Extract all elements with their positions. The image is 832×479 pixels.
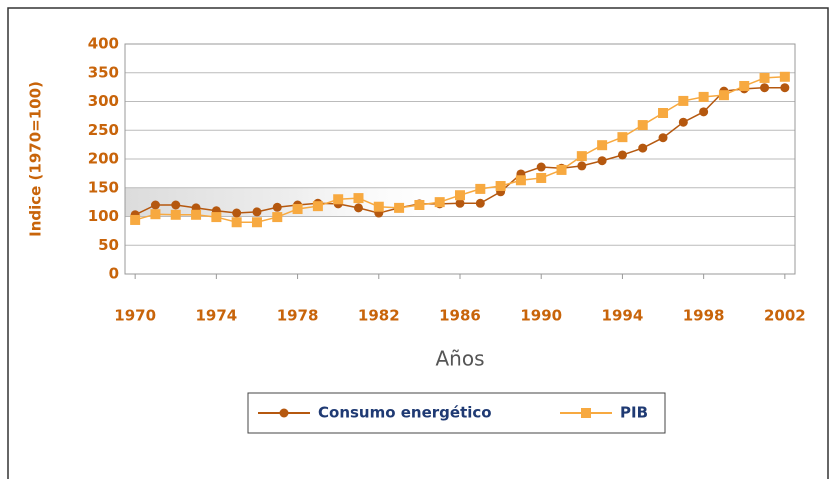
x-tick-label: 1986 (439, 307, 481, 325)
y-axis-label: Indice (1970=100) (27, 81, 45, 237)
marker (292, 204, 303, 215)
marker (191, 209, 202, 220)
y-tick-label: 250 (88, 121, 119, 139)
marker (252, 207, 262, 217)
marker (536, 162, 546, 172)
marker (455, 198, 465, 208)
marker (597, 140, 608, 151)
marker (678, 95, 689, 106)
marker (150, 209, 161, 220)
marker (576, 151, 587, 162)
marker (536, 172, 547, 183)
marker (455, 190, 465, 201)
marker (272, 212, 283, 223)
marker (171, 200, 181, 210)
marker (414, 200, 425, 210)
x-axis-label: Años (435, 347, 484, 371)
y-tick-label: 0 (109, 265, 119, 283)
marker (739, 80, 750, 91)
marker (434, 197, 445, 208)
marker (495, 181, 506, 192)
marker (760, 83, 770, 93)
marker (394, 202, 405, 213)
marker (718, 90, 729, 101)
marker (577, 161, 587, 171)
marker (759, 72, 770, 83)
legend-label: Consumo energético (318, 404, 492, 422)
marker (658, 133, 668, 143)
x-tick-label: 1994 (602, 307, 644, 325)
frame (7, 7, 829, 479)
marker (231, 217, 242, 228)
marker (637, 120, 648, 131)
marker (130, 214, 141, 225)
x-tick-label: 1970 (114, 307, 156, 325)
marker (475, 183, 486, 194)
y-tick-label: 100 (88, 207, 119, 225)
marker (556, 164, 567, 175)
marker (312, 201, 323, 212)
marker (170, 209, 181, 220)
y-tick-label: 400 (88, 35, 119, 53)
marker (597, 156, 607, 166)
x-tick-label: 1978 (277, 307, 319, 325)
x-tick-label: 1982 (358, 307, 400, 325)
marker (699, 107, 709, 117)
marker (617, 132, 628, 143)
marker (780, 83, 790, 93)
marker (272, 202, 282, 212)
marker (353, 193, 364, 204)
y-tick-label: 300 (88, 92, 119, 110)
legend-label: PIB (620, 404, 648, 422)
marker (678, 117, 688, 127)
marker (373, 201, 384, 212)
y-tick-label: 150 (88, 178, 119, 196)
legend-marker (279, 408, 289, 418)
x-tick-label: 1990 (520, 307, 562, 325)
marker (698, 91, 709, 102)
x-tick-label: 2002 (764, 307, 806, 325)
marker (232, 208, 242, 218)
marker (638, 143, 648, 153)
marker (251, 217, 262, 228)
y-tick-label: 350 (88, 63, 119, 81)
x-tick-label: 1998 (683, 307, 725, 325)
marker (150, 200, 160, 210)
marker (658, 108, 669, 118)
marker (333, 194, 344, 205)
marker (353, 203, 363, 213)
marker (475, 198, 485, 208)
y-tick-label: 50 (98, 236, 119, 254)
x-tick-label: 1974 (195, 307, 237, 325)
marker (617, 150, 627, 160)
marker (211, 212, 222, 223)
marker (515, 175, 526, 186)
legend-marker (581, 408, 591, 418)
marker (779, 71, 790, 82)
y-tick-label: 200 (88, 150, 119, 168)
